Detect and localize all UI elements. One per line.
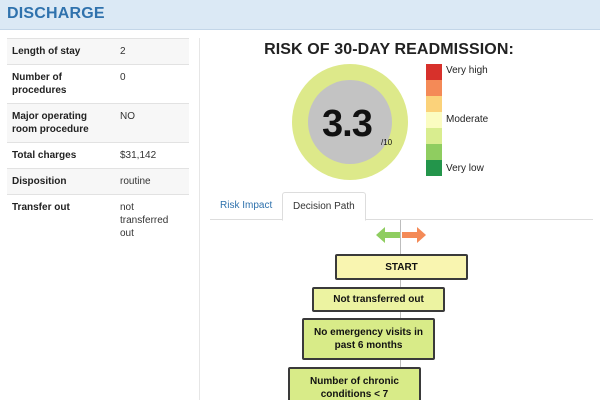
legend-label-moderate: Moderate — [446, 114, 489, 125]
legend-label-low: Very low — [446, 163, 484, 174]
arrow-right-icon — [402, 227, 426, 243]
tab-risk-impact[interactable]: Risk Impact — [220, 200, 273, 211]
row-label: Total charges — [7, 142, 115, 169]
row-value: NO — [115, 103, 189, 143]
legend-swatch-5 — [426, 128, 442, 144]
direction-arrows-icon — [376, 227, 426, 243]
row-value: 2 — [115, 38, 189, 65]
tab-decision-path[interactable]: Decision Path — [282, 192, 366, 221]
page-title: DISCHARGE — [7, 5, 105, 22]
row-label: Transfer out — [7, 194, 115, 246]
table-row: Number of procedures 0 — [7, 64, 189, 104]
legend-swatch-4 — [426, 112, 442, 128]
table-row: Major operating room procedure NO — [7, 103, 189, 143]
decision-node[interactable]: Not transferred out — [312, 287, 445, 312]
row-label: Number of procedures — [7, 64, 115, 104]
app-header: DISCHARGE — [0, 0, 600, 30]
arrow-left-icon — [376, 227, 400, 243]
decision-node-start[interactable]: START — [335, 254, 468, 280]
row-value: 0 — [115, 64, 189, 104]
decision-node[interactable]: No emergency visits in past 6 months — [302, 318, 435, 360]
risk-score-gauge: 3.3 /10 — [292, 64, 408, 180]
risk-title: RISK OF 30-DAY READMISSION: — [264, 41, 514, 58]
risk-score-suffix: /10 — [381, 138, 393, 147]
patient-details-panel: Length of stay 2 Number of procedures 0 … — [0, 38, 200, 400]
row-value: not transferred out — [115, 194, 189, 246]
table-row: Length of stay 2 — [7, 38, 189, 65]
table-row: Disposition routine — [7, 168, 189, 195]
row-label: Disposition — [7, 168, 115, 195]
gauge-center: 3.3 /10 — [308, 80, 392, 164]
patient-details-table: Length of stay 2 Number of procedures 0 … — [7, 38, 189, 246]
risk-score-value: 3.3 — [322, 103, 373, 145]
table-row: Total charges $31,142 — [7, 142, 189, 169]
table-row: Transfer out not transferred out — [7, 194, 189, 246]
view-tabs: Risk Impact Decision Path — [210, 192, 593, 221]
legend-swatch-6 — [426, 144, 442, 160]
legend-swatch-1 — [426, 64, 442, 80]
legend-label-high: Very high — [446, 65, 488, 76]
row-label: Major operating room procedure — [7, 103, 115, 143]
legend-swatch-7 — [426, 160, 442, 176]
legend-swatch-2 — [426, 80, 442, 96]
row-label: Length of stay — [7, 38, 115, 65]
decision-node[interactable]: Number of chronic conditions < 7 — [288, 367, 421, 400]
legend-swatch-3 — [426, 96, 442, 112]
row-value: routine — [115, 168, 189, 195]
row-value: $31,142 — [115, 142, 189, 169]
